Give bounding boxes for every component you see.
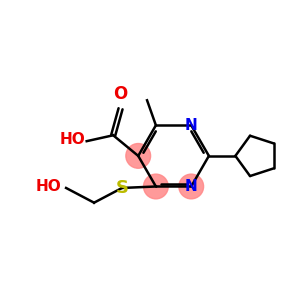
Text: O: O bbox=[113, 85, 128, 103]
Text: N: N bbox=[185, 179, 198, 194]
Circle shape bbox=[143, 174, 168, 199]
Text: HO: HO bbox=[59, 132, 85, 147]
Circle shape bbox=[126, 143, 151, 168]
Text: HO: HO bbox=[36, 179, 62, 194]
Text: N: N bbox=[185, 118, 198, 133]
Text: S: S bbox=[116, 179, 128, 197]
Circle shape bbox=[179, 174, 204, 199]
